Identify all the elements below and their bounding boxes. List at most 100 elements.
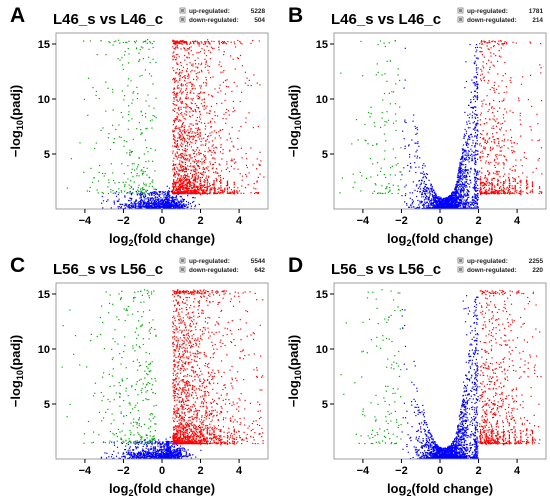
point-down-regulated: [138, 122, 141, 124]
point-not-significant: [466, 204, 468, 206]
point-down-regulated: [389, 174, 391, 176]
point-not-significant: [475, 125, 477, 127]
point-up-regulated: [192, 40, 194, 42]
point-not-significant: [409, 206, 411, 208]
point-down-regulated: [135, 47, 138, 49]
point-not-significant: [462, 179, 464, 181]
point-up-regulated: [183, 186, 185, 188]
point-not-significant: [122, 208, 124, 209]
point-up-regulated: [186, 63, 188, 65]
point-up-regulated: [237, 148, 239, 150]
point-down-regulated: [395, 113, 397, 115]
point-up-regulated: [199, 161, 201, 163]
point-down-regulated: [391, 192, 393, 195]
point-up-regulated: [192, 83, 194, 85]
point-up-regulated: [230, 193, 232, 195]
point-not-significant: [462, 152, 464, 154]
point-up-regulated: [211, 95, 213, 97]
point-up-regulated: [176, 182, 178, 184]
point-down-regulated: [340, 72, 342, 74]
point-not-significant: [446, 206, 448, 208]
point-not-significant: [475, 142, 477, 144]
point-not-significant: [456, 184, 458, 186]
point-not-significant: [453, 202, 456, 204]
point-not-significant: [449, 205, 451, 207]
point-up-regulated: [198, 97, 200, 100]
point-up-regulated: [254, 192, 256, 195]
point-not-significant: [427, 205, 429, 207]
point-not-significant: [431, 207, 433, 209]
point-down-regulated: [152, 83, 154, 85]
point-not-significant: [162, 200, 164, 202]
point-not-significant: [170, 201, 172, 203]
point-not-significant: [460, 171, 462, 173]
point-not-significant: [434, 206, 436, 208]
point-up-regulated: [213, 171, 215, 174]
point-up-regulated: [181, 160, 183, 162]
point-down-regulated: [144, 192, 146, 194]
point-not-significant: [419, 184, 421, 186]
point-not-significant: [449, 203, 451, 205]
point-not-significant: [453, 204, 455, 206]
point-up-regulated: [490, 61, 492, 63]
point-not-significant: [450, 201, 452, 203]
point-up-regulated: [246, 166, 248, 169]
point-up-regulated: [497, 122, 499, 124]
point-up-regulated: [185, 43, 188, 45]
point-not-significant: [453, 207, 455, 209]
point-up-regulated: [189, 137, 191, 139]
point-not-significant: [415, 171, 417, 174]
point-not-significant: [451, 198, 453, 200]
point-not-significant: [181, 201, 183, 203]
point-not-significant: [135, 200, 137, 202]
point-not-significant: [148, 202, 150, 205]
point-not-significant: [469, 179, 471, 181]
point-not-significant: [473, 199, 475, 201]
point-not-significant: [455, 191, 457, 193]
point-up-regulated: [182, 136, 184, 138]
point-down-regulated: [395, 129, 397, 132]
point-not-significant: [424, 207, 426, 209]
point-not-significant: [454, 195, 456, 197]
point-up-regulated: [246, 77, 248, 79]
point-up-regulated: [519, 112, 521, 114]
point-down-regulated: [386, 111, 388, 113]
point-down-regulated: [112, 44, 114, 46]
point-up-regulated: [186, 82, 188, 84]
point-down-regulated: [121, 90, 123, 92]
point-down-regulated: [135, 40, 138, 42]
point-up-regulated: [177, 175, 180, 177]
point-not-significant: [465, 207, 467, 209]
point-up-regulated: [229, 192, 231, 194]
point-not-significant: [140, 202, 142, 204]
point-up-regulated: [214, 192, 216, 194]
point-up-regulated: [193, 161, 195, 163]
point-up-regulated: [220, 71, 222, 73]
point-up-regulated: [194, 103, 196, 105]
point-down-regulated: [83, 40, 85, 42]
point-not-significant: [475, 47, 477, 49]
point-not-significant: [441, 207, 443, 209]
legend-label: down-regulated:: [189, 17, 239, 24]
point-not-significant: [473, 176, 476, 178]
point-up-regulated: [179, 187, 181, 189]
point-not-significant: [452, 197, 454, 199]
point-up-regulated: [189, 135, 191, 137]
point-not-significant: [133, 206, 135, 208]
point-down-regulated: [384, 150, 386, 152]
point-up-regulated: [212, 144, 214, 146]
point-not-significant: [452, 204, 454, 206]
point-up-regulated: [177, 181, 179, 183]
point-up-regulated: [200, 103, 203, 105]
point-not-significant: [410, 166, 412, 168]
point-down-regulated: [398, 189, 400, 191]
point-not-significant: [165, 207, 167, 209]
point-down-regulated: [144, 171, 146, 173]
point-up-regulated: [197, 161, 199, 163]
point-not-significant: [190, 205, 192, 207]
point-not-significant: [419, 157, 421, 159]
point-down-regulated: [105, 81, 107, 83]
point-not-significant: [159, 204, 161, 206]
point-not-significant: [460, 194, 462, 196]
point-up-regulated: [223, 190, 225, 192]
